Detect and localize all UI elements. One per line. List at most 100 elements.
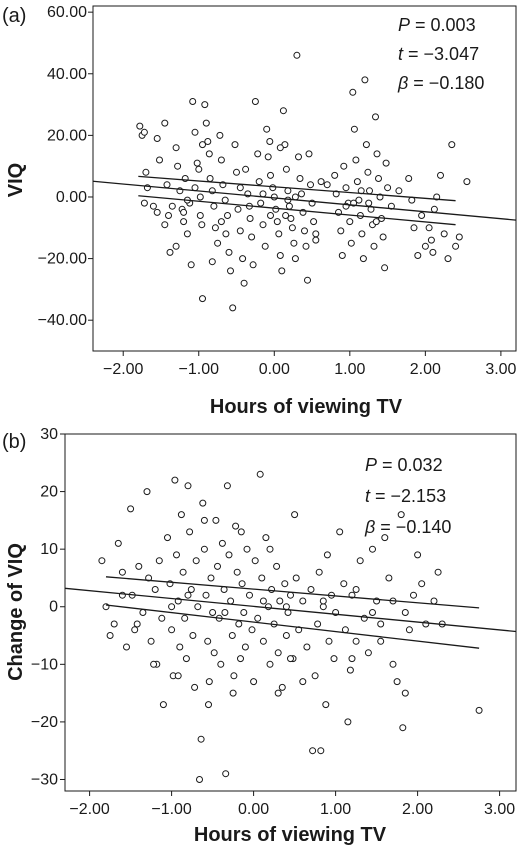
panel-a-data-point [163,181,171,189]
panel-a-y-tick-label: 0.00 [56,189,87,206]
panel-b-data-point [315,568,323,576]
panel-a-data-point [191,128,199,136]
panel-b-stat-line: β = −0.140 [364,517,451,537]
panel-a-data-point [361,76,369,84]
panel-b-data-point [171,476,179,484]
panel-b-data-point [410,591,417,599]
panel-a-data-point [140,128,148,136]
panel-b-ci-upper-line [105,576,480,609]
panel-a-data-point [270,193,278,201]
panel-a-ci-lower-line [138,195,456,226]
panel-a-data-point [239,255,247,263]
panel-b-data-point [133,620,141,628]
panel-b-fit-lines [64,576,517,649]
panel-b-data-point [273,562,281,570]
panel-a-data-point [168,202,176,210]
panel-b-data-point [155,557,163,565]
panel-b-data-point [204,637,212,645]
panel-a-data-point [370,242,378,250]
panel-b-ci-lower-line [105,604,480,649]
panel-b-data-point [200,516,208,524]
panel-b-data-point [385,574,393,582]
panel-a-data-point [317,178,325,186]
panel-b-data-point [196,776,203,783]
panel-a-data-point [255,178,263,186]
panel-a-data-point [276,144,284,152]
panel-a-data-point [210,202,218,210]
panel-a-data-point [414,252,422,259]
panel-a-data-point [331,171,339,179]
panel-b-data-point [381,534,389,542]
panel-a-data-point [375,175,382,182]
panel-a-data-point [263,125,271,133]
panel-b-y-tick-label: 10 [40,541,58,558]
panel-a-data-point [142,168,150,176]
panel-b-data-point [352,637,360,645]
panel-b-data-point [346,666,354,674]
panel-b-data-point [254,614,262,622]
panel-a-data-point [372,218,380,226]
panel-b-data-point [259,637,267,645]
panel-a-data-point [240,279,248,287]
panel-a-data-point [365,199,373,207]
panel-b-data-point [98,557,106,565]
panel-a-data-point [199,141,206,149]
panel-a-data-point [463,178,471,186]
panel-b-data-point [209,609,217,616]
panel-a-data-point [193,159,201,167]
panel-a-data-point [284,187,292,195]
panel-a-data-point [282,212,290,219]
panel-a-x-tick-label: 2.00 [410,361,441,378]
panel-a-data-point [452,242,460,250]
panel-b-x-tick-label: 2.00 [402,801,433,818]
panel-b-data-point [143,488,151,496]
panel-a-stat-line: t = −3.047 [398,44,479,64]
panel-a-data-point [364,168,372,176]
panel-a-data-point [293,51,301,59]
panel-b-data-point [202,591,210,599]
panel-b-data-point [222,770,230,778]
panel-b-data-point [434,568,442,576]
panel-a-fit-lines [92,175,517,226]
panel-a-plot-frame [92,5,517,352]
panel-b-data-point [114,539,122,547]
panel-a-data-point [418,212,426,219]
panel-a-data-point [448,141,456,149]
panel-b-data-point [276,597,284,605]
panel-b-data-point [287,591,294,599]
panel-a-data-point [301,227,308,235]
panel-b-data-point [340,580,348,588]
panel-a-data-point [323,181,331,189]
panel-a-stat-symbol: β [397,73,408,93]
panel-b-data-point [274,689,282,697]
panel-b-data-point [186,528,194,536]
panel-b-data-point [282,632,290,639]
panel-a-data-point [217,156,225,164]
panel-a-data-point [221,196,229,204]
panel-b-data-point [158,614,166,622]
panel-a-data-point [183,230,191,238]
panel-b-data-point [422,620,430,628]
panel-a-data-point [384,184,392,192]
panel-a-data-point [337,227,345,235]
panel-b-data-point [192,557,200,565]
panel-a-x-tick-label: 0.00 [259,361,290,378]
panel-a-data-point [425,224,433,232]
panel-b-plot-frame [64,433,517,792]
panel-b-data-point [102,603,110,611]
panel-b-data-point [147,637,155,645]
panel-b-data-point [189,632,197,639]
panel-b-data-point [307,586,315,593]
panel-b-data-point [223,482,231,490]
panel-b-stat-value: = −0.140 [375,517,451,537]
panel-b-data-point [259,597,267,605]
panel-a-data-point [421,242,429,250]
panel-b-y-tick-label: −20 [31,714,58,731]
panel-a-data-point [304,276,311,284]
panel-a-y-tick-label: 60.00 [47,4,87,21]
panel-b-data-point [184,591,192,599]
panel-a-data-point [156,156,163,164]
panel-a-data-point [208,258,216,266]
panel-a-data-point [429,248,437,256]
panel-a-data-point [444,255,452,263]
